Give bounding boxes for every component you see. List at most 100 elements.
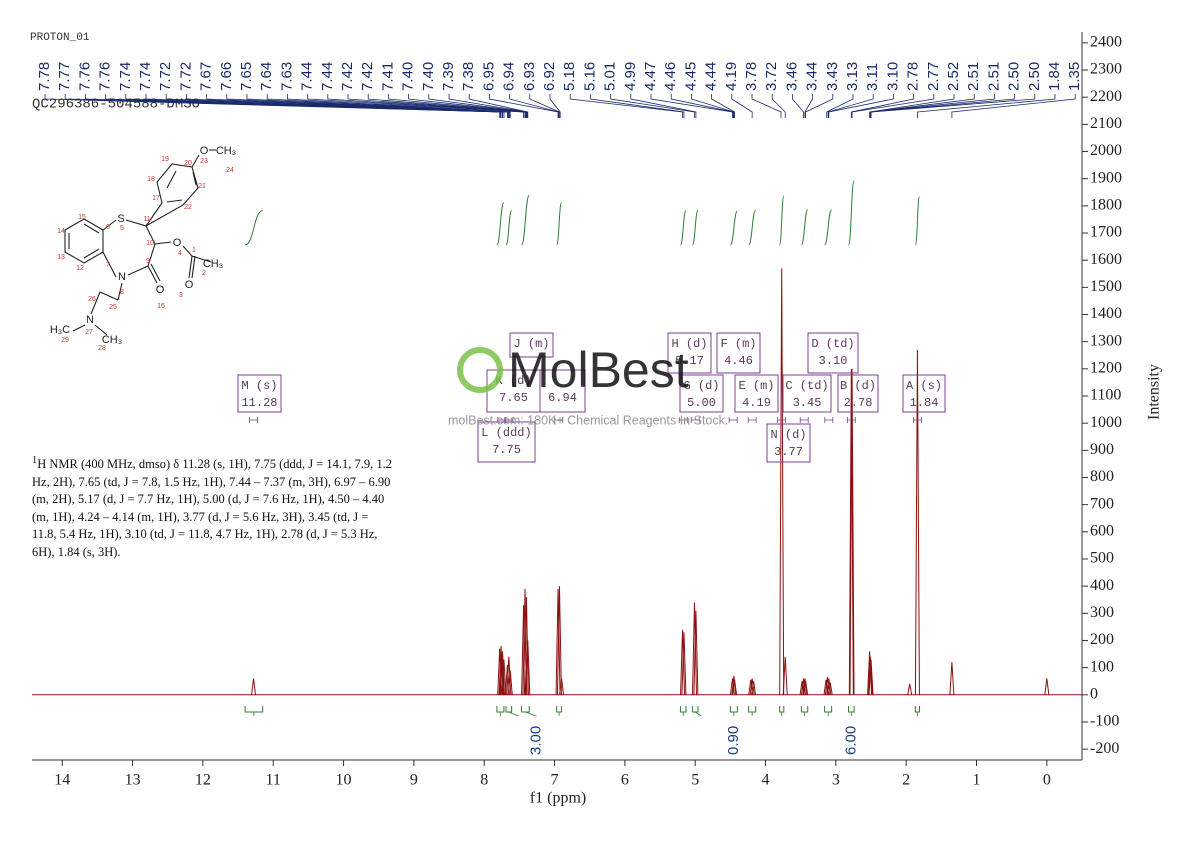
integral-curve (520, 194, 530, 246)
peak (555, 588, 561, 695)
peak-label: 1.84 (1046, 62, 1063, 91)
integral-curve (848, 180, 855, 246)
atom-label: CH₃ (216, 145, 236, 157)
peak-label: 2.50 (1006, 62, 1023, 91)
peak-connector (186, 94, 505, 118)
integral-bracket (729, 706, 738, 713)
multiplet-shift: 3.10 (819, 354, 848, 368)
x-tick-label: 5 (691, 772, 699, 789)
peak-connector (428, 94, 527, 118)
y-tick-label: 2400 (1090, 34, 1122, 51)
multiplet-marker (913, 417, 922, 423)
multiplet-box (237, 374, 282, 413)
peak (680, 629, 686, 695)
atom-number: 5 (120, 225, 124, 232)
peak-connector (266, 94, 510, 118)
peak (522, 588, 528, 695)
y-tick-label: 500 (1090, 550, 1114, 567)
atom-number: 22 (184, 204, 192, 211)
atom-number: 29 (61, 337, 69, 344)
atom-label: N (86, 314, 94, 326)
integral-bracket (496, 706, 505, 713)
peak (779, 268, 785, 695)
y-tick-label: 2000 (1090, 142, 1122, 159)
atom-label: O (156, 284, 165, 296)
peak-label: 3.72 (763, 62, 780, 91)
peak-connector (448, 94, 528, 118)
atom-number: 10 (146, 240, 154, 247)
integral-bracket (679, 706, 687, 713)
peak (507, 670, 513, 695)
peak-connector (826, 94, 854, 118)
multiplet-shift: 4.46 (724, 354, 753, 368)
peak-connector (509, 94, 560, 118)
peak (499, 651, 505, 695)
peak-label: 4.99 (622, 62, 639, 91)
y-tick-label: 900 (1090, 441, 1114, 458)
atom-number: 17 (152, 195, 160, 202)
x-tick-label: 14 (54, 772, 70, 789)
peak-label: 3.46 (783, 62, 800, 91)
peak-connector (731, 94, 753, 118)
atom-number: 9 (146, 258, 150, 265)
peak-connector (771, 94, 786, 118)
peak-label: 7.78 (36, 62, 53, 91)
multiplet-shift: 7.75 (492, 443, 521, 457)
multiplet-marker (777, 417, 787, 423)
peak-label: 7.66 (218, 62, 235, 91)
multiplet-name: H (d) (671, 337, 707, 351)
x-tick-label: 9 (410, 772, 418, 789)
y-tick-label: 0 (1090, 685, 1098, 702)
integral-leader (508, 711, 519, 717)
peak-label: 2.78 (905, 62, 922, 91)
y-tick-label: 1000 (1090, 414, 1122, 431)
x-axis-label: f1 (ppm) (530, 790, 586, 807)
multiplet-marker (554, 417, 564, 423)
peak-label: 7.42 (359, 62, 376, 91)
atom-number: 25 (109, 304, 117, 311)
atom-label: O (173, 237, 182, 249)
atom-number: 13 (57, 254, 65, 261)
peak-label: 7.65 (238, 62, 255, 91)
multiplet-shift: 1.84 (910, 396, 939, 410)
multiplet-name: L (ddd) (481, 426, 531, 440)
multiplet-box (509, 332, 554, 358)
peak-connector (468, 94, 529, 118)
atom-label: N (118, 271, 126, 283)
integral-leader (525, 711, 537, 717)
multiplet-box (807, 332, 859, 374)
integral-curve (496, 202, 505, 246)
atom-number: 11 (143, 216, 150, 223)
integral-bracket (520, 706, 530, 713)
atom-label: O (200, 145, 209, 157)
peak-connector (869, 94, 975, 118)
integral-bracket (914, 706, 921, 713)
integral-bracket (824, 706, 833, 713)
molecule-bonds (64, 149, 216, 336)
peak-connector (226, 94, 509, 118)
atom-number: 28 (98, 345, 106, 352)
y-tick-label: 200 (1090, 631, 1114, 648)
peak-connector (691, 94, 735, 118)
peak-connector (711, 94, 735, 118)
y-tick-label: 1700 (1090, 224, 1122, 241)
peak-connector (751, 94, 782, 118)
peak-label: 4.19 (723, 62, 740, 91)
y-tick-label: -100 (1090, 713, 1119, 730)
integral-curve (914, 196, 921, 246)
multiplet-name: E (m) (738, 379, 774, 393)
atom-label: CH₃ (102, 334, 122, 346)
peak-connector (951, 94, 1076, 118)
peak (751, 681, 757, 695)
peak-connector (805, 94, 834, 118)
run-name: PROTON_01 (30, 32, 90, 44)
peak-label: 2.51 (965, 62, 982, 91)
integral-curve (748, 209, 757, 246)
multiplet-shift: 2.78 (844, 396, 873, 410)
x-tick-label: 13 (125, 772, 141, 789)
atom-number: 6 (106, 224, 110, 231)
multiplet-shift: 7.65 (499, 391, 528, 405)
peak (749, 678, 755, 695)
multiplet-box (477, 421, 536, 463)
multiplet-marker (846, 417, 856, 423)
